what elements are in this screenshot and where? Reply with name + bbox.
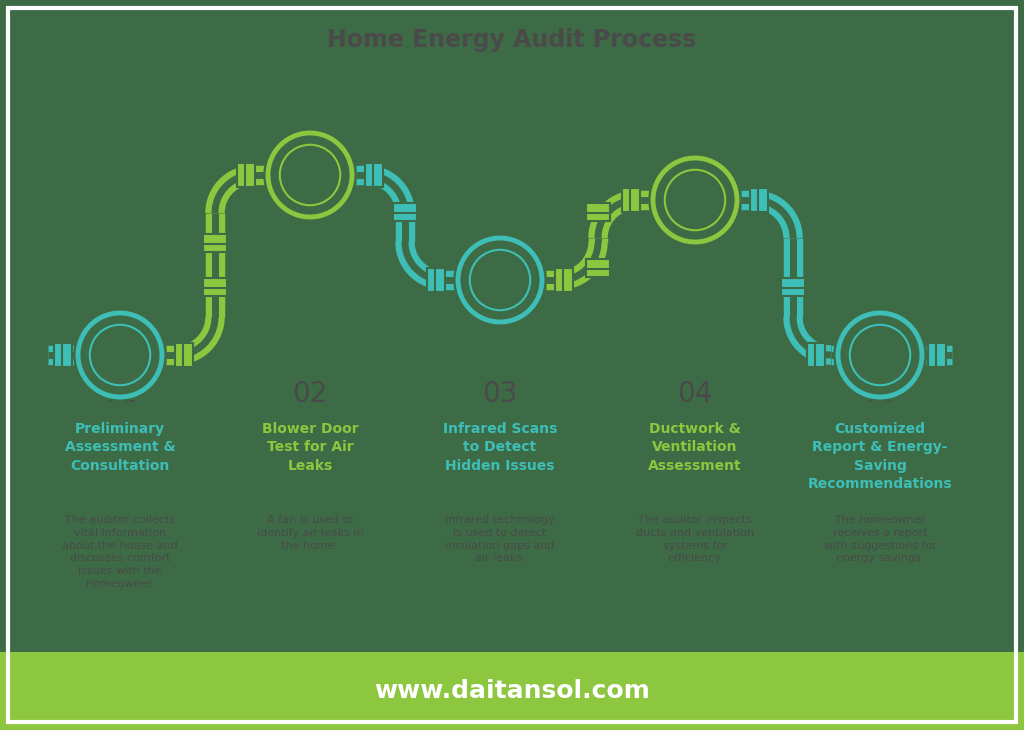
- Circle shape: [264, 129, 356, 221]
- Bar: [54, 343, 63, 367]
- Bar: [203, 242, 227, 252]
- Text: Ductwork &
Ventilation
Assessment: Ductwork & Ventilation Assessment: [648, 422, 741, 473]
- Bar: [928, 343, 938, 367]
- Bar: [393, 211, 417, 221]
- Bar: [203, 286, 227, 296]
- Bar: [563, 268, 573, 292]
- Bar: [175, 343, 185, 367]
- Bar: [586, 267, 610, 277]
- Bar: [393, 203, 417, 213]
- Bar: [0, 652, 1024, 730]
- Circle shape: [834, 309, 926, 401]
- Bar: [555, 268, 565, 292]
- Text: The auditor inspects
ducts and ventilation
systems for
efficiency.: The auditor inspects ducts and ventilati…: [636, 515, 754, 564]
- Text: 03: 03: [482, 380, 518, 408]
- Bar: [237, 163, 247, 187]
- Bar: [245, 163, 255, 187]
- Bar: [435, 268, 445, 292]
- Text: 04: 04: [677, 380, 713, 408]
- Circle shape: [74, 309, 166, 401]
- Bar: [807, 343, 817, 367]
- Bar: [203, 234, 227, 244]
- Text: The auditor collects
vital information
about the house and
discusses comfort
iss: The auditor collects vital information a…: [62, 515, 178, 589]
- Text: www.daitansol.com: www.daitansol.com: [374, 679, 650, 703]
- Bar: [630, 188, 640, 212]
- Text: Customized
Report & Energy-
Saving
Recommendations: Customized Report & Energy- Saving Recom…: [808, 422, 952, 491]
- Text: Infrared Scans
to Detect
Hidden Issues: Infrared Scans to Detect Hidden Issues: [442, 422, 557, 473]
- Text: Home Energy Audit Process: Home Energy Audit Process: [328, 28, 696, 52]
- Bar: [936, 343, 946, 367]
- Bar: [586, 203, 610, 213]
- Bar: [750, 188, 760, 212]
- Bar: [203, 278, 227, 288]
- Bar: [183, 343, 193, 367]
- Text: 05: 05: [862, 380, 898, 408]
- Text: Preliminary
Assessment &
Consultation: Preliminary Assessment & Consultation: [65, 422, 175, 473]
- Text: Infrared technology
is used to detect
insulation gaps and
air leaks.: Infrared technology is used to detect in…: [445, 515, 555, 564]
- Bar: [781, 278, 805, 288]
- Bar: [758, 188, 768, 212]
- Circle shape: [649, 154, 741, 246]
- Bar: [815, 343, 825, 367]
- Text: Blower Door
Test for Air
Leaks: Blower Door Test for Air Leaks: [262, 422, 358, 473]
- Bar: [622, 188, 632, 212]
- Bar: [365, 163, 375, 187]
- Bar: [586, 211, 610, 221]
- Text: The homeowner
receives a report
with suggestions for
energy savings.: The homeowner receives a report with sug…: [823, 515, 937, 564]
- Text: A fan is used to
identify air leaks in
the home.: A fan is used to identify air leaks in t…: [257, 515, 364, 550]
- Text: 01: 01: [102, 380, 137, 408]
- Bar: [373, 163, 383, 187]
- Bar: [62, 343, 72, 367]
- Bar: [427, 268, 437, 292]
- Bar: [781, 286, 805, 296]
- Bar: [586, 259, 610, 269]
- Text: 02: 02: [292, 380, 328, 408]
- Circle shape: [454, 234, 546, 326]
